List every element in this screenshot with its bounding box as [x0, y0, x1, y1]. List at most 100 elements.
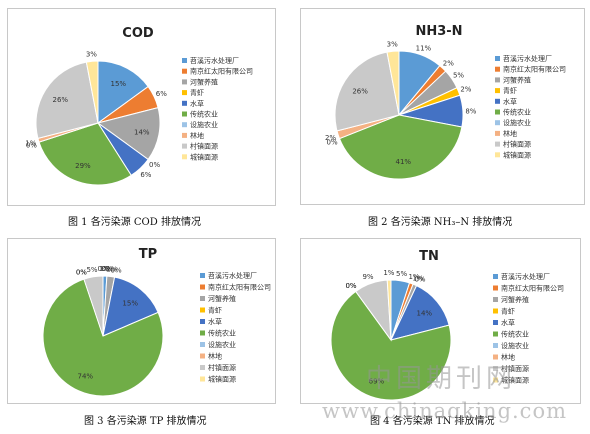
legend-swatch-tn-5: [493, 331, 498, 337]
data-label-cod-2: 14%: [134, 128, 150, 136]
data-label-tn-2: 1%: [412, 275, 423, 283]
legend-swatch-tp-4: [200, 319, 205, 324]
legend-swatch-cod-7: [182, 132, 187, 138]
pie-slice-tn-9: [386, 279, 392, 341]
pie-slice-nh3n-5: [338, 114, 463, 180]
data-label-cod-7: 1%: [25, 140, 36, 148]
legend-swatch-nh3n-8: [495, 141, 500, 147]
legend-swatch-tn-3: [493, 308, 498, 314]
data-label-nh3n-3: 2%: [460, 86, 471, 94]
chart-title-cod: COD: [122, 26, 154, 41]
legend-swatch-nh3n-6: [495, 120, 500, 126]
data-label-tp-5: 74%: [78, 372, 94, 380]
pie-slice-tn-5: [330, 290, 452, 401]
pie-slice-cod-9: [85, 60, 99, 124]
chart-panel-cod: COD 15% 6% 14% 0% 6% 29% 0% 1% 26% 3% 苕溪污水处理厂 南京红太阳有…: [7, 8, 276, 206]
chart-title-tp: TP: [139, 247, 157, 262]
data-label-nh3n-6: 0%: [327, 139, 338, 147]
figure-caption-tp: 图 3 各污染源 TP 排放情况: [84, 416, 207, 427]
legend-swatch-tp-0: [200, 273, 205, 278]
legend-label-tn-7: 林地: [501, 353, 515, 362]
legend-swatch-tn-2: [493, 297, 498, 302]
pie-slice-tn-4: [390, 285, 450, 341]
legend-label-nh3n-9: 城镇面源: [503, 150, 531, 159]
data-label-tp-9: 0%: [97, 265, 108, 273]
legend-swatch-nh3n-1: [495, 66, 500, 72]
pie-slice-tp-8: [83, 275, 104, 337]
legend-label-tp-4: 水草: [208, 317, 222, 326]
legend-swatch-cod-0: [182, 58, 187, 63]
legend-swatch-tp-6: [200, 342, 205, 347]
data-label-nh3n-0: 11%: [416, 44, 432, 52]
legend-swatch-tp-3: [200, 307, 205, 313]
legend-label-nh3n-0: 苕溪污水处理厂: [503, 54, 552, 63]
legend-swatch-cod-9: [182, 154, 187, 160]
data-label-tp-4: 15%: [122, 299, 138, 307]
data-label-tn-5: 69%: [369, 378, 385, 386]
legend-label-tp-5: 传统农业: [208, 329, 236, 338]
legend-label-nh3n-3: 青虾: [503, 86, 517, 95]
data-label-tp-2: 2%: [106, 266, 117, 274]
legend-label-nh3n-5: 传统农业: [503, 108, 531, 117]
legend-label-tn-1: 南京红太阳有限公司: [501, 284, 564, 293]
data-label-tn-3: 0%: [414, 276, 425, 284]
data-label-cod-6: 0%: [26, 142, 37, 150]
legend-label-nh3n-7: 林地: [503, 129, 517, 138]
legend-label-tp-0: 苕溪污水处理厂: [208, 271, 257, 280]
legend-label-cod-2: 河蟹养殖: [190, 77, 218, 86]
legend-label-nh3n-2: 河蟹养殖: [503, 75, 531, 84]
legend-swatch-tp-1: [200, 284, 205, 290]
legend-label-tp-8: 村镇面源: [208, 363, 236, 372]
legend-swatch-nh3n-7: [495, 130, 500, 136]
pie-slice-tp-5: [42, 278, 164, 397]
legend-swatch-tn-7: [493, 354, 498, 360]
data-label-nh3n-1: 2%: [443, 60, 454, 68]
data-label-cod-3: 0%: [149, 161, 160, 169]
pie-chart-tp: TP1%0%2%0%15%74%0%0% 5% 0%苕溪污水处理厂南京红太阳有限公司…: [42, 247, 271, 397]
chart-title-nh3n: NH3-N: [415, 24, 462, 39]
pie-slice-cod-8: [35, 61, 99, 140]
legend-label-tp-9: 城镇面源: [208, 375, 236, 384]
legend-label-tp-6: 设施农业: [208, 340, 236, 349]
data-label-cod-5: 29%: [75, 162, 91, 170]
data-label-tn-4: 14%: [417, 310, 433, 318]
data-label-tn-6: 0%: [345, 282, 356, 290]
data-label-tp-8: 5%: [86, 266, 97, 274]
watermark-cn: 中国期刊网: [366, 364, 517, 394]
legend-label-nh3n-1: 南京红太阳有限公司: [503, 65, 566, 74]
data-label-nh3n-5: 41%: [396, 158, 412, 166]
legend-swatch-tn-1: [493, 285, 498, 291]
figure-caption-nh3n: 图 2 各污染源 NH₃–N 排放情况: [368, 217, 513, 228]
chart-panel-tn: TN 5% 1% 1% 0% 14% 69% 0% 0% 9% 1% 苕溪污水处理厂 南京红太阳有限公司…: [300, 238, 581, 404]
data-label-cod-4: 6%: [140, 171, 151, 179]
data-label-nh3n-7: 2%: [325, 134, 336, 142]
legend-label-tp-3: 青虾: [208, 306, 222, 315]
data-label-cod-8: 26%: [53, 96, 69, 104]
legend-swatch-tp-7: [200, 353, 205, 359]
data-label-tn-7: 0%: [345, 282, 356, 290]
legend-swatch-tp-5: [200, 330, 205, 336]
legend-label-cod-0: 苕溪污水处理厂: [190, 56, 239, 65]
legend-swatch-nh3n-9: [495, 152, 500, 158]
legend-label-tn-2: 河蟹养殖: [501, 295, 529, 304]
data-label-cod-0: 15%: [111, 80, 127, 88]
pie-slice-nh3n-8: [334, 51, 400, 132]
data-label-tp-0: 1%: [100, 265, 111, 273]
data-label-tn-8: 9%: [362, 273, 373, 281]
legend-swatch-tn-4: [493, 320, 498, 325]
legend-swatch-nh3n-5: [495, 109, 500, 115]
pie-chart-nh3n: NH3-N11%2%5%2%8%41%0%2%26%3%苕溪污水处理厂南京红太阳…: [325, 24, 566, 180]
legend-swatch-tp-9: [200, 376, 205, 382]
data-label-cod-1: 6%: [156, 90, 167, 98]
legend-label-tn-5: 传统农业: [501, 330, 529, 339]
legend-label-nh3n-6: 设施农业: [503, 118, 531, 127]
pie-slice-cod-5: [38, 122, 132, 186]
data-label-tn-0: 5%: [396, 270, 407, 278]
legend-label-tn-8: 村镇面源: [501, 364, 529, 373]
data-label-nh3n-4: 8%: [465, 108, 476, 116]
legend-label-tn-9: 城镇面源: [501, 376, 529, 385]
pie-slice-cod-0: [97, 60, 149, 124]
legend-swatch-nh3n-2: [495, 77, 500, 83]
legend-swatch-cod-2: [182, 79, 187, 85]
data-label-tn-1: 1%: [408, 273, 419, 281]
